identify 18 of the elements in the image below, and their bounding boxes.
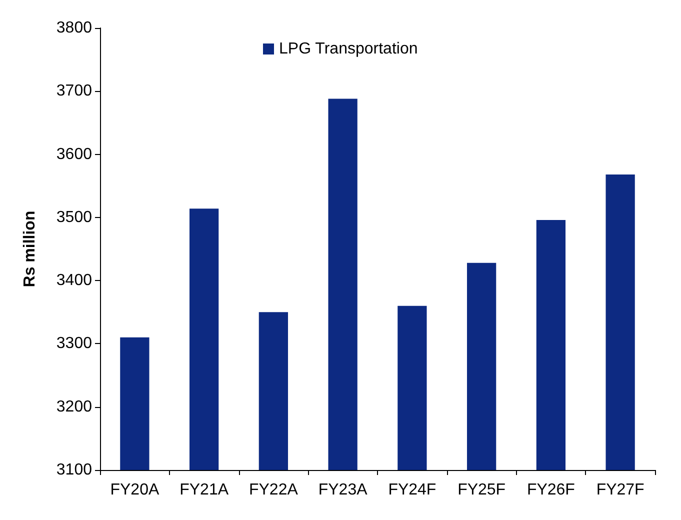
x-tick-label: FY22A [248, 482, 298, 498]
y-tick-label: 3100 [56, 462, 92, 478]
x-tick-label: FY27F [596, 482, 645, 498]
y-tick-label: 3800 [56, 20, 92, 36]
x-tick-label: FY24F [388, 482, 436, 498]
x-tick-label: FY23A [318, 482, 368, 498]
y-tick-label: 3200 [56, 398, 92, 416]
x-tick-label: FY25F [458, 482, 506, 498]
y-axis-title: Rs million [22, 210, 38, 288]
y-tick-label: 3400 [56, 272, 92, 290]
x-tick-label: FY20A [110, 482, 160, 498]
y-tick-label: 3600 [56, 146, 92, 163]
x-tick-label: FY26F [526, 482, 576, 498]
y-tick-label: 3500 [56, 208, 92, 226]
x-tick-label: FY21A [180, 482, 229, 498]
legend-label: LPG Transportation [279, 40, 418, 58]
y-tick-label: 3300 [56, 335, 92, 352]
y-tick-label: 3700 [56, 82, 92, 100]
